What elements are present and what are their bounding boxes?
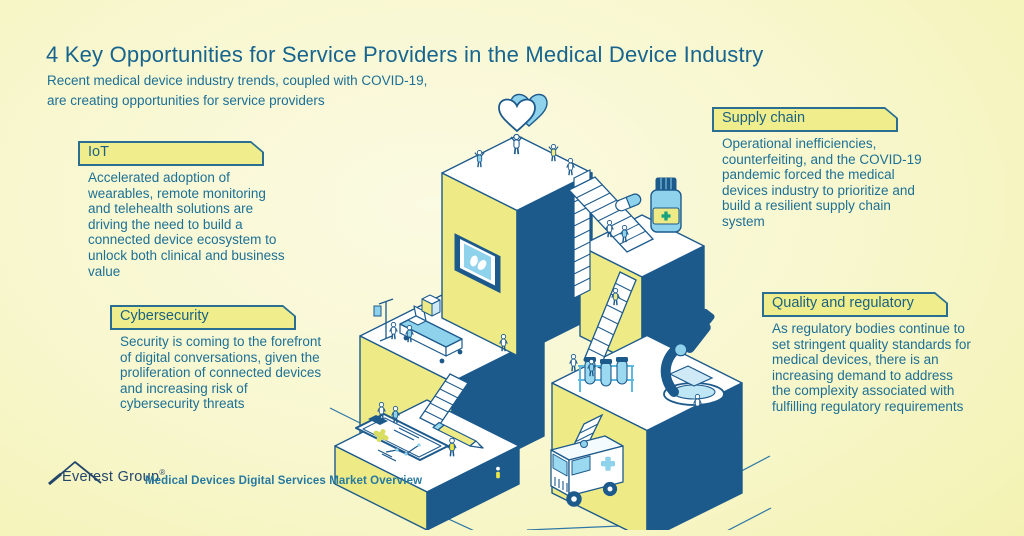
iv-stand-icon bbox=[373, 298, 394, 342]
pencil-icon bbox=[432, 421, 484, 449]
callout-label-quality-regulatory: Quality and regulatory bbox=[772, 295, 914, 311]
xray-frame-icon bbox=[454, 233, 501, 294]
footer: Everest Group® Medical Devices Digital S… bbox=[46, 458, 566, 498]
callout-body-supply-chain: Operational inefficiencies, counterfeiti… bbox=[722, 136, 922, 229]
clipboard-icon bbox=[355, 413, 449, 462]
medicine-bottle-icon bbox=[650, 177, 682, 233]
stairs-bed-to-clipboard bbox=[419, 373, 469, 428]
everest-group-logo-icon bbox=[48, 461, 102, 486]
callout-tag-iot: IoT bbox=[78, 141, 264, 166]
subtitle-line-2: are creating opportunities for service p… bbox=[47, 92, 325, 108]
callout-tag-supply-chain: Supply chain bbox=[712, 107, 898, 132]
bedside-cart-icon bbox=[421, 294, 441, 317]
page-subtitle: Recent medical device industry trends, c… bbox=[47, 71, 567, 110]
registered-trademark: ® bbox=[159, 468, 166, 477]
hospital-bed-icon bbox=[399, 305, 463, 364]
callout-body-iot: Accelerated adoption of wearables, remot… bbox=[88, 170, 285, 279]
subtitle-line-1: Recent medical device industry trends, c… bbox=[47, 73, 428, 88]
heart-icon bbox=[498, 93, 548, 133]
capsule-pill-icon bbox=[615, 193, 642, 212]
callout-label-cybersecurity: Cybersecurity bbox=[120, 308, 209, 324]
page-title: 4 Key Opportunities for Service Provider… bbox=[46, 42, 764, 67]
callout-label-iot: IoT bbox=[88, 144, 109, 160]
callout-tag-cybersecurity: Cybersecurity bbox=[110, 305, 296, 330]
callout-body-quality-regulatory: As regulatory bodies continue to set str… bbox=[772, 321, 971, 414]
callout-body-cybersecurity: Security is coming to the forefront of d… bbox=[120, 334, 322, 412]
microscope-icon bbox=[660, 308, 725, 406]
isometric-illustration bbox=[329, 93, 772, 530]
callout-label-supply-chain: Supply chain bbox=[722, 110, 806, 126]
ambulance-icon bbox=[550, 435, 624, 507]
everest-group-wordmark: Everest Group® bbox=[62, 468, 166, 485]
callout-tag-quality-regulatory: Quality and regulatory bbox=[762, 292, 948, 317]
footer-caption: Medical Devices Digital Services Market … bbox=[145, 475, 423, 487]
test-tube-rack-icon bbox=[578, 357, 634, 392]
